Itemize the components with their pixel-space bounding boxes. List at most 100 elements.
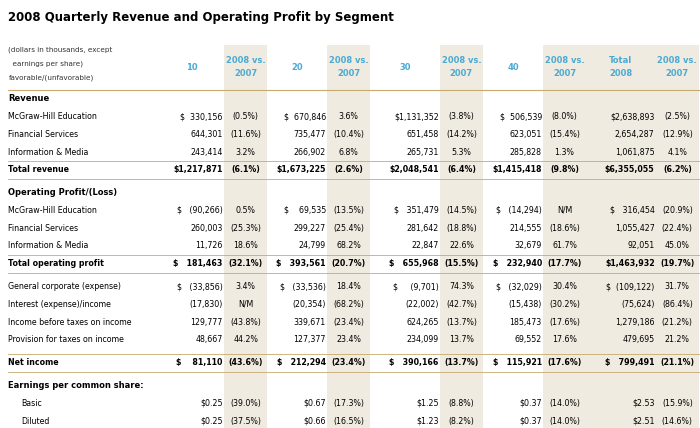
Text: $   181,463: $ 181,463 (174, 259, 223, 268)
Text: 2007: 2007 (234, 69, 257, 78)
Text: Information & Media: Information & Media (8, 148, 89, 157)
Text: $2,638,893: $2,638,893 (610, 112, 654, 121)
Text: (13.5%): (13.5%) (333, 206, 364, 215)
Text: 22.6%: 22.6% (449, 241, 474, 250)
Text: 285,828: 285,828 (510, 148, 542, 157)
Text: 45.0%: 45.0% (665, 241, 690, 250)
Text: 18.6%: 18.6% (233, 241, 258, 250)
Text: N/M: N/M (557, 206, 572, 215)
Text: 234,099: 234,099 (407, 336, 439, 345)
Text: (25.3%): (25.3%) (230, 224, 261, 233)
Text: 30.4%: 30.4% (552, 282, 577, 291)
Text: (20.7%): (20.7%) (332, 259, 365, 268)
Text: (17.7%): (17.7%) (547, 259, 582, 268)
Text: 61.7%: 61.7% (552, 241, 577, 250)
Text: 17.6%: 17.6% (552, 336, 577, 345)
Text: Total operating profit: Total operating profit (8, 259, 104, 268)
Text: 20: 20 (291, 63, 303, 72)
Text: 479,695: 479,695 (622, 336, 654, 345)
Text: $1,463,932: $1,463,932 (605, 259, 654, 268)
Text: 13.7%: 13.7% (449, 336, 474, 345)
Text: (25.4%): (25.4%) (333, 224, 364, 233)
Text: (37.5%): (37.5%) (230, 417, 261, 426)
Text: Operating Profit/(Loss): Operating Profit/(Loss) (8, 188, 118, 197)
Text: $   393,561: $ 393,561 (276, 259, 326, 268)
Text: (13.7%): (13.7%) (446, 318, 477, 327)
Text: 129,777: 129,777 (190, 318, 223, 327)
Text: $    69,535: $ 69,535 (284, 206, 326, 215)
Text: (22,002): (22,002) (405, 300, 439, 309)
Text: 260,003: 260,003 (190, 224, 223, 233)
Text: $1.23: $1.23 (416, 417, 439, 426)
Text: 265,731: 265,731 (406, 148, 439, 157)
Text: (23.4%): (23.4%) (333, 318, 364, 327)
Text: $  330,156: $ 330,156 (181, 112, 223, 121)
Text: $    81,110: $ 81,110 (176, 358, 223, 367)
Text: $   655,968: $ 655,968 (389, 259, 439, 268)
Text: 31.7%: 31.7% (665, 282, 690, 291)
Text: $0.37: $0.37 (519, 417, 542, 426)
Text: (32.1%): (32.1%) (228, 259, 262, 268)
Text: 644,301: 644,301 (190, 130, 223, 139)
Text: (17.6%): (17.6%) (547, 358, 582, 367)
Text: 3.4%: 3.4% (236, 282, 256, 291)
Text: 3.6%: 3.6% (339, 112, 358, 121)
Text: 32,679: 32,679 (514, 241, 542, 250)
Text: Net income: Net income (8, 358, 59, 367)
Text: 40: 40 (508, 63, 519, 72)
Text: (42.7%): (42.7%) (446, 300, 477, 309)
Text: 2007: 2007 (450, 69, 473, 78)
Text: (0.5%): (0.5%) (232, 112, 258, 121)
Text: (14.2%): (14.2%) (446, 130, 477, 139)
Text: (43.6%): (43.6%) (228, 358, 262, 367)
Text: favorable/(unfavorable): favorable/(unfavorable) (8, 74, 94, 80)
Text: 24,799: 24,799 (299, 241, 326, 250)
Text: 23.4%: 23.4% (336, 336, 361, 345)
Text: (2.6%): (2.6%) (335, 165, 363, 174)
Text: Basic: Basic (21, 399, 42, 408)
Text: 339,671: 339,671 (294, 318, 326, 327)
Text: 2008 vs.: 2008 vs. (442, 56, 481, 65)
Text: Total: Total (609, 56, 633, 65)
Text: (18.8%): (18.8%) (446, 224, 477, 233)
Text: $   232,940: $ 232,940 (493, 259, 542, 268)
Text: (14.0%): (14.0%) (549, 399, 580, 408)
Text: Income before taxes on income: Income before taxes on income (8, 318, 132, 327)
Text: $2,048,541: $2,048,541 (389, 165, 439, 174)
Text: $   390,166: $ 390,166 (389, 358, 439, 367)
Text: earnings per share): earnings per share) (8, 60, 83, 67)
Text: (17,830): (17,830) (190, 300, 223, 309)
Text: Financial Services: Financial Services (8, 130, 78, 139)
Text: $6,355,055: $6,355,055 (605, 165, 654, 174)
Text: 22,847: 22,847 (412, 241, 439, 250)
Text: 1,055,427: 1,055,427 (615, 224, 654, 233)
Text: 2008 vs.: 2008 vs. (657, 56, 697, 65)
Text: (8.2%): (8.2%) (449, 417, 475, 426)
Text: (11.6%): (11.6%) (230, 130, 261, 139)
Text: $  (109,122): $ (109,122) (606, 282, 655, 291)
Text: $2.51: $2.51 (632, 417, 654, 426)
Text: (21.1%): (21.1%) (660, 358, 694, 367)
Text: $   799,491: $ 799,491 (605, 358, 654, 367)
Text: 68.2%: 68.2% (336, 241, 361, 250)
Text: $1,131,352: $1,131,352 (394, 112, 439, 121)
Text: 1.3%: 1.3% (554, 148, 575, 157)
Text: 6.8%: 6.8% (339, 148, 358, 157)
Text: 2,654,287: 2,654,287 (615, 130, 654, 139)
Text: 18.4%: 18.4% (336, 282, 361, 291)
Text: (18.6%): (18.6%) (550, 224, 580, 233)
Text: (2.5%): (2.5%) (664, 112, 690, 121)
Text: 69,552: 69,552 (514, 336, 542, 345)
Text: (86.4%): (86.4%) (662, 300, 693, 309)
Text: (dollars in thousands, except: (dollars in thousands, except (8, 47, 113, 53)
Text: 2008 Quarterly Revenue and Operating Profit by Segment: 2008 Quarterly Revenue and Operating Pro… (8, 11, 394, 24)
Text: 4.1%: 4.1% (667, 148, 687, 157)
Text: $   (33,856): $ (33,856) (177, 282, 223, 291)
Text: 735,477: 735,477 (293, 130, 326, 139)
Text: $   351,479: $ 351,479 (394, 206, 439, 215)
Text: $   (32,029): $ (32,029) (496, 282, 542, 291)
Text: (20.9%): (20.9%) (662, 206, 693, 215)
Text: $0.66: $0.66 (303, 417, 326, 426)
Text: 2008 vs.: 2008 vs. (225, 56, 265, 65)
Text: 48,667: 48,667 (195, 336, 223, 345)
